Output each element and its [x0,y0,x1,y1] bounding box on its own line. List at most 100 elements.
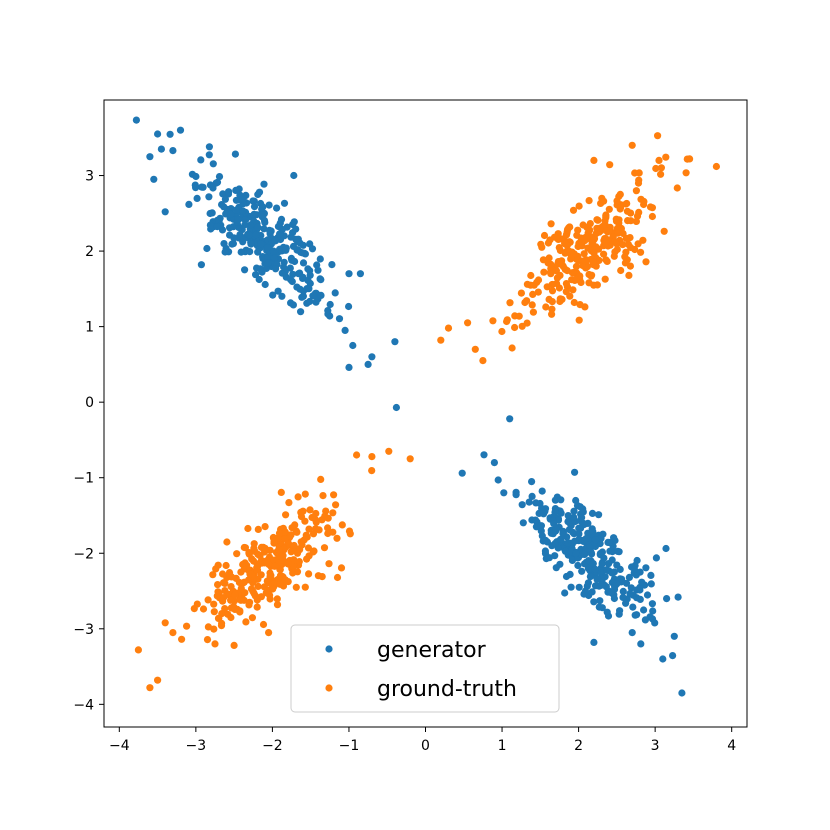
data-point-generator [611,582,619,590]
data-point-ground-truth [628,141,636,149]
data-point-generator [203,244,211,253]
data-point-ground-truth [602,256,610,264]
data-point-ground-truth [292,527,300,535]
data-point-generator [289,270,297,278]
data-point-generator [576,503,584,511]
data-point-ground-truth [297,508,305,516]
data-point-generator [326,300,334,309]
data-point-generator [549,530,557,538]
data-point-ground-truth [623,256,631,264]
x-tick-label: 3 [651,738,660,754]
data-point-ground-truth [227,596,235,604]
data-point-ground-truth [547,260,555,268]
data-point-ground-truth [682,169,690,177]
data-point-generator [480,451,488,459]
data-point-generator [262,264,270,272]
data-point-generator [518,501,526,509]
data-point-ground-truth [332,501,340,509]
data-point-ground-truth [169,629,177,637]
data-point-ground-truth [648,212,657,221]
data-point-ground-truth [240,543,248,552]
data-point-ground-truth [635,176,643,184]
data-point-generator [627,584,635,592]
data-point-ground-truth [146,684,154,692]
data-point-ground-truth [263,557,271,565]
data-point-ground-truth [619,241,627,249]
data-point-ground-truth [654,132,662,140]
data-point-generator [543,554,551,562]
data-point-generator [392,403,400,412]
data-point-ground-truth [305,525,313,533]
data-point-ground-truth [606,161,614,169]
data-point-generator [566,570,574,579]
data-point-ground-truth [231,591,239,599]
data-point-generator [368,353,376,361]
data-point-generator [551,496,560,504]
data-point-generator [564,539,572,547]
data-point-generator [316,275,324,283]
data-point-generator [642,564,650,572]
data-point-ground-truth [471,345,479,353]
data-point-generator [254,248,262,256]
data-point-ground-truth [226,571,234,579]
data-point-generator [261,218,269,226]
data-point-generator [206,209,214,218]
data-point-ground-truth [562,280,571,288]
data-point-generator [282,246,290,254]
data-point-ground-truth [570,298,578,307]
data-point-generator [603,608,611,616]
data-point-ground-truth [545,254,553,262]
data-point-generator [557,535,565,543]
data-point-generator [557,509,565,517]
data-point-ground-truth [245,550,253,558]
data-point-ground-truth [632,217,641,225]
y-tick-label: 0 [85,395,94,411]
data-point-generator [335,315,344,323]
data-point-ground-truth [231,605,239,614]
data-point-generator [570,507,578,515]
data-point-generator [345,270,353,278]
data-point-generator [500,489,508,497]
data-point-generator [193,194,201,202]
data-point-generator [254,190,262,199]
data-point-generator [662,544,670,553]
data-point-ground-truth [305,570,313,578]
data-point-ground-truth [266,573,274,581]
data-point-ground-truth [631,169,639,177]
data-point-generator [239,207,247,215]
data-point-ground-truth [320,544,329,552]
data-point-ground-truth [210,625,218,633]
data-point-generator [570,513,578,522]
data-point-generator [598,604,606,612]
data-point-generator [237,248,245,256]
data-point-generator [356,270,364,278]
data-point-ground-truth [567,255,575,263]
data-point-ground-truth [583,235,591,243]
data-point-generator [309,292,317,300]
data-point-generator [610,534,618,542]
points-layer [132,116,721,697]
data-point-ground-truth [314,572,322,580]
data-point-generator [292,225,300,233]
data-point-generator [317,291,325,299]
data-point-ground-truth [673,184,681,192]
data-point-ground-truth [210,608,218,616]
data-point-ground-truth [247,585,256,593]
data-point-ground-truth [627,209,635,217]
y-axis: −4 −3 −2 −1 0 1 2 3 [73,169,104,713]
data-point-ground-truth [213,592,221,600]
data-point-generator [567,583,575,591]
data-point-ground-truth [581,257,589,265]
data-point-generator [591,536,600,544]
data-point-generator [234,216,242,224]
data-point-ground-truth [503,316,511,324]
data-point-generator [490,459,498,467]
data-point-ground-truth [569,206,578,214]
data-point-ground-truth [277,488,285,496]
data-point-ground-truth [242,618,250,626]
data-point-generator [528,492,536,500]
data-point-ground-truth [590,156,598,164]
data-point-generator [258,211,266,219]
data-point-generator [299,274,307,282]
x-axis: −4 −3 −2 −1 0 1 2 3 4 [109,727,736,754]
